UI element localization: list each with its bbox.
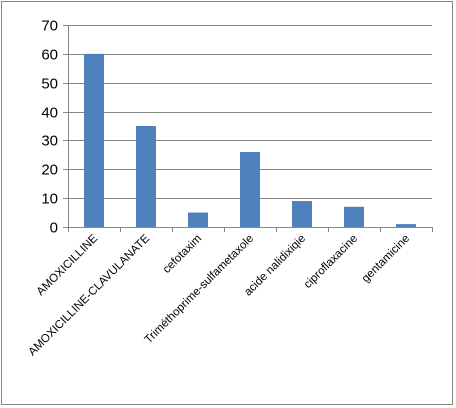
category-label: ciproflaxacine [302, 233, 360, 291]
bars [84, 53, 416, 227]
y-tick-label: 20 [41, 162, 58, 179]
gridlines [68, 25, 432, 199]
bar [344, 206, 364, 227]
y-tick-label: 30 [41, 133, 58, 150]
y-tick-label: 60 [41, 47, 58, 64]
bar [240, 151, 260, 227]
y-tick-label: 10 [41, 191, 58, 208]
axes [63, 25, 433, 232]
y-tick-labels: 0 10 20 30 40 50 60 70 [41, 18, 58, 237]
y-tick-label: 40 [41, 105, 58, 122]
category-label: gentamicine [360, 233, 412, 285]
bar [136, 126, 156, 227]
category-label: cefotaxim [161, 233, 204, 276]
y-tick-label: 0 [50, 220, 58, 237]
bar [188, 212, 208, 227]
bar [292, 201, 312, 227]
y-tick-label: 50 [41, 76, 58, 93]
bar [84, 53, 104, 227]
category-label: Triméthoprime-sulfametaxole [143, 233, 256, 346]
y-tick-label: 70 [41, 18, 58, 35]
bar [396, 224, 416, 227]
